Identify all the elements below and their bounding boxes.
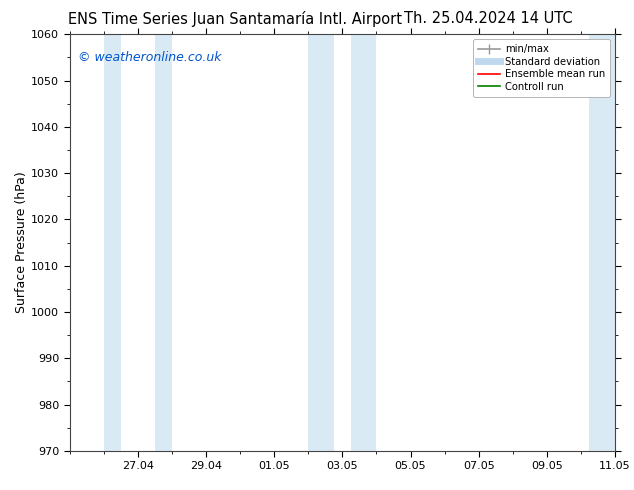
Bar <box>351 34 377 451</box>
Y-axis label: Surface Pressure (hPa): Surface Pressure (hPa) <box>15 172 29 314</box>
Text: © weatheronline.co.uk: © weatheronline.co.uk <box>78 51 221 64</box>
Bar <box>104 34 121 451</box>
Text: Th. 25.04.2024 14 UTC: Th. 25.04.2024 14 UTC <box>404 11 573 26</box>
Bar <box>155 34 172 451</box>
Text: ENS Time Series Juan Santamaría Intl. Airport: ENS Time Series Juan Santamaría Intl. Ai… <box>68 11 401 27</box>
Bar <box>590 34 615 451</box>
Legend: min/max, Standard deviation, Ensemble mean run, Controll run: min/max, Standard deviation, Ensemble me… <box>473 39 610 97</box>
Bar <box>308 34 334 451</box>
